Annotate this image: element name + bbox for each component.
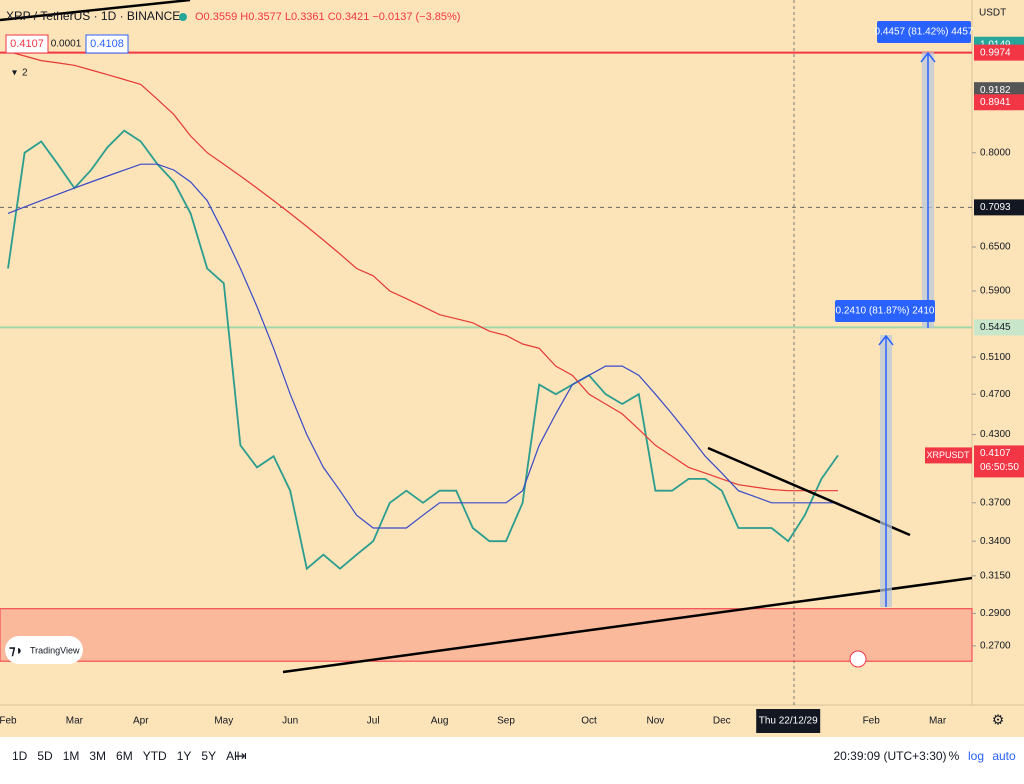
range-button[interactable]: All	[226, 749, 239, 763]
y-tick-label: 0.4300	[980, 429, 1011, 440]
measure-label-box	[877, 21, 971, 43]
measure-label: 0.4457 (81.42%) 4457	[875, 27, 974, 38]
range-button[interactable]: 5Y	[201, 749, 216, 763]
last-price-box	[974, 445, 1024, 478]
y-tick-label: 0.5900	[980, 286, 1011, 297]
ohlc: O0.3559 H0.3577 L0.3361 C0.3421 −0.0137 …	[195, 11, 460, 23]
x-tick-label: Apr	[133, 716, 149, 727]
y-tick-label: 0.2700	[980, 640, 1011, 651]
y-tick-label: 0.4700	[980, 389, 1011, 400]
range-button[interactable]: 5D	[37, 749, 53, 763]
background	[0, 0, 1024, 737]
chart-title: XRP / TetherUS · 1D · BINANCE	[6, 9, 180, 23]
x-tick-label: Nov	[647, 716, 665, 727]
price-label-box	[974, 319, 1024, 336]
crosshair-label-box	[756, 709, 821, 733]
trend-line	[0, 0, 191, 22]
price-label-box	[974, 44, 1024, 61]
measure-arrow-head	[920, 51, 936, 63]
x-tick-label: Mar	[66, 716, 84, 727]
series-line	[7, 129, 839, 571]
measure-label-box	[835, 300, 935, 322]
indicator-toggle[interactable]: ▾	[12, 68, 17, 79]
trend-line	[707, 446, 911, 537]
series-line	[7, 163, 838, 529]
toolbar	[0, 737, 1024, 779]
range-button[interactable]: YTD	[143, 749, 167, 763]
logo: TradingView	[30, 645, 80, 655]
measure-label: 0.2410 (81.87%) 2410	[836, 306, 935, 317]
countdown: 06:50:50	[980, 462, 1019, 473]
currency[interactable]: USDT	[979, 8, 1006, 19]
y-tick-label: 0.8000	[980, 147, 1011, 158]
x-tick-label: Dec	[713, 716, 731, 727]
support-zone	[0, 608, 973, 662]
y-tick-label: 0.3400	[980, 536, 1011, 547]
crosshair-label: Thu 22/12/29	[759, 716, 818, 727]
range-button[interactable]: 6M	[116, 749, 133, 763]
price-label: 0.8941	[980, 97, 1011, 108]
plot	[0, 50, 973, 662]
range-buttons: 1D 5D 1M 3M 6M YTD 1Y 5Y All	[12, 749, 239, 763]
y-tick-label: 0.3700	[980, 497, 1011, 508]
x-tick-label: Feb	[863, 716, 881, 727]
x-tick-label: Jul	[367, 716, 380, 727]
settings-icon[interactable]: ⚙	[992, 712, 1005, 728]
x-tick-label: Mar	[929, 716, 947, 727]
price-label: 0.9974	[980, 47, 1011, 58]
percent-toggle[interactable]: %	[949, 749, 960, 763]
indicator-count: 2	[22, 68, 28, 79]
status-dot	[179, 13, 187, 21]
spread: 0.0001	[51, 39, 82, 50]
event-icon[interactable]	[849, 650, 867, 668]
log-toggle[interactable]: log	[968, 749, 984, 763]
y-tick-label: 0.5100	[980, 352, 1011, 363]
trend-line	[282, 576, 973, 674]
y-tick-label: 0.3150	[980, 570, 1011, 581]
ask-box[interactable]	[85, 34, 129, 54]
measure-arrow-head	[878, 334, 894, 346]
last-price-box	[925, 447, 972, 464]
y-tick-label: 0.2900	[980, 608, 1011, 619]
last-symbol: XRPUSDT	[926, 450, 970, 460]
range-button[interactable]: 1M	[63, 749, 80, 763]
x-tick-label: Jun	[282, 716, 298, 727]
range-button[interactable]: 1D	[12, 749, 28, 763]
auto-toggle[interactable]: auto	[992, 749, 1016, 763]
x-tick-label: Oct	[581, 716, 597, 727]
price-label-box	[974, 82, 1024, 99]
price-label: 0.5445	[980, 322, 1011, 333]
range-button[interactable]: 1Y	[177, 749, 192, 763]
bid: 0.4107	[10, 38, 44, 50]
last-price: 0.4107	[980, 448, 1011, 459]
price-label-box	[974, 94, 1024, 111]
bid-box[interactable]	[5, 34, 49, 54]
clock: 20:39:09 (UTC+3:30)	[833, 749, 946, 763]
series-line	[7, 50, 838, 492]
ask: 0.4108	[90, 38, 124, 50]
price-label: 0.7093	[980, 202, 1011, 213]
y-tick-label: 0.6500	[980, 242, 1011, 253]
logo-icon: ⁊◗	[9, 642, 23, 657]
x-tick-label: Aug	[431, 716, 449, 727]
x-tick-label: Sep	[497, 716, 515, 727]
date-range-icon[interactable]: ⇥	[235, 748, 247, 764]
logo-box[interactable]	[5, 636, 83, 664]
range-button[interactable]: 3M	[89, 749, 106, 763]
price-label-box	[974, 199, 1024, 216]
x-tick-label: May	[214, 716, 233, 727]
price-label: 0.9182	[980, 85, 1011, 96]
x-tick-label: Feb	[0, 716, 17, 727]
